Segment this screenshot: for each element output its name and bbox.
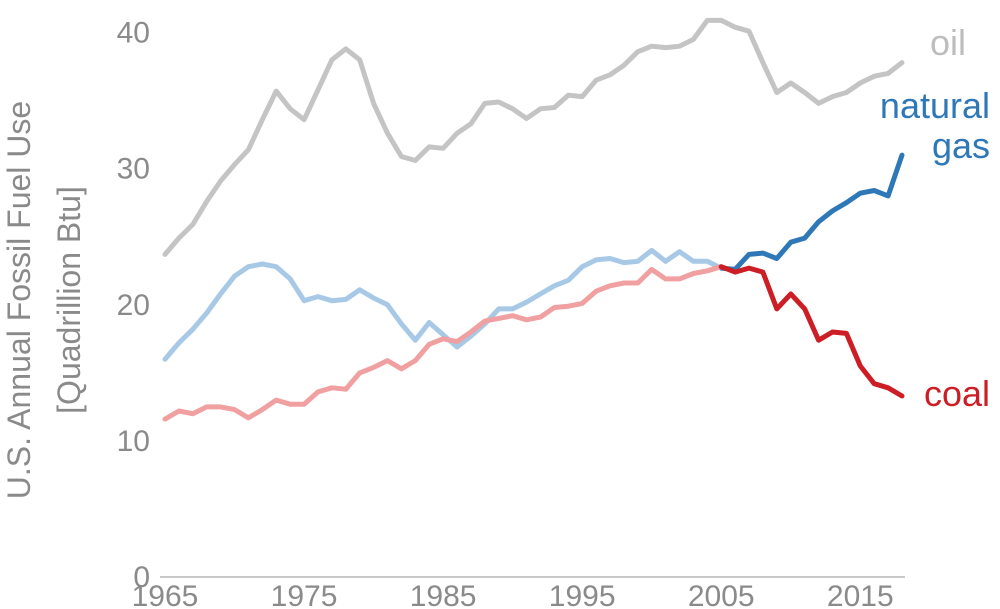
coal-line-history (162, 264, 724, 422)
y-axis-label: U.S. Annual Fossil Fuel Use [Quadrillion… (1, 101, 87, 499)
y-tick-label: 30 (117, 153, 150, 186)
y-tick-label: 40 (117, 17, 150, 50)
y-axis-label-line2: [Quadrillion Btu] (51, 186, 87, 414)
natural-gas-label: natural (880, 85, 990, 126)
oil-line-history (162, 17, 724, 257)
x-tick-label: 2005 (688, 580, 755, 609)
y-axis-label-line1: U.S. Annual Fossil Fuel Use (1, 101, 37, 499)
y-tick-label: 0 (133, 561, 150, 594)
y-tick-label: 10 (117, 425, 150, 458)
natural-gas-line-recent (718, 152, 905, 272)
x-tick-label: 1985 (410, 580, 477, 609)
x-tick-label: 1995 (549, 580, 616, 609)
y-tick-label: 20 (117, 289, 150, 322)
x-tick-labels: 1965 1975 1985 1995 2005 2015 (132, 580, 894, 609)
oil-label: oil (930, 22, 966, 63)
y-tick-labels: 0 10 20 30 40 (117, 17, 150, 594)
oil-line-recent (718, 17, 905, 106)
x-tick-label: 1975 (271, 580, 338, 609)
x-tick-label: 1965 (132, 580, 199, 609)
series-lines (162, 17, 905, 422)
natural-gas-line-history (162, 247, 724, 362)
coal-line-recent (718, 264, 905, 399)
natural-gas-label: gas (932, 125, 990, 166)
x-tick-label: 2015 (827, 580, 894, 609)
coal-label: coal (924, 373, 990, 414)
